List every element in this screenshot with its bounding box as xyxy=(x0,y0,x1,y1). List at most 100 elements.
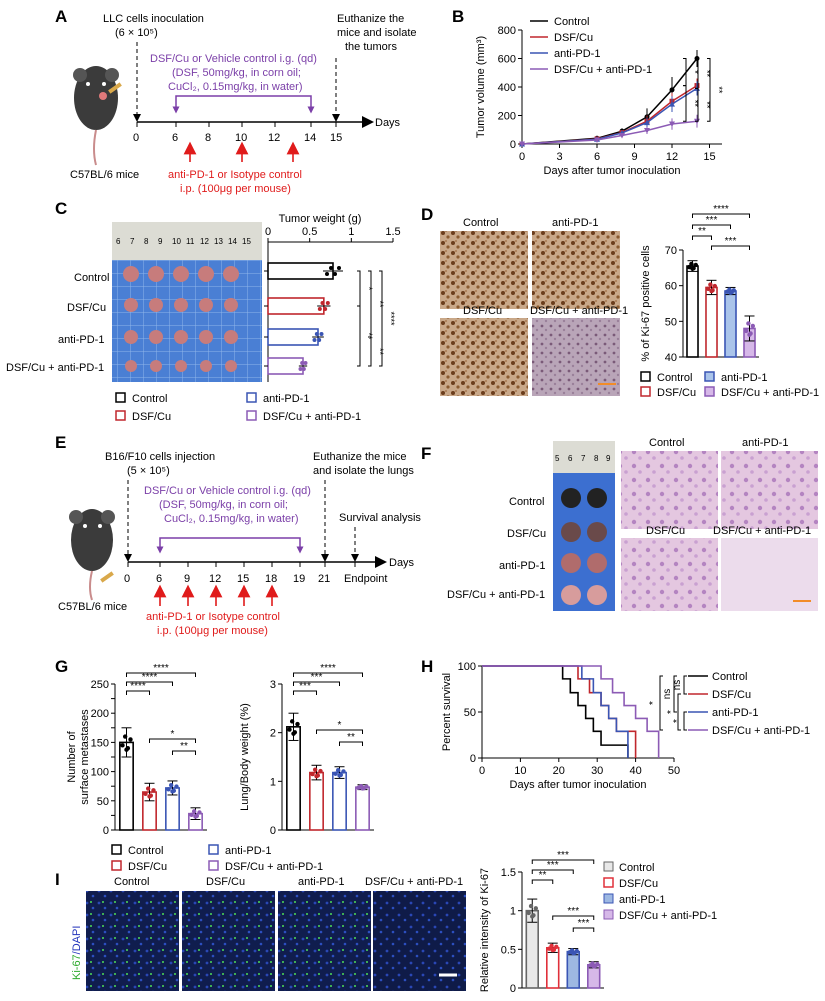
f-image-control xyxy=(621,451,718,529)
data-point xyxy=(291,731,296,736)
data-point xyxy=(549,943,554,949)
significance-label: ** xyxy=(690,100,700,108)
significance-label: *** xyxy=(706,215,718,226)
significance-bracket xyxy=(293,690,317,695)
svg-text:DSF/Cu + anti-PD-1: DSF/Cu + anti-PD-1 xyxy=(263,411,361,423)
f-img-label-dsfcu: DSF/Cu xyxy=(646,525,685,537)
significance-label: *** xyxy=(311,672,323,683)
svg-text:Control: Control xyxy=(657,372,692,384)
x-tick-label: 6 xyxy=(594,151,600,163)
data-point xyxy=(533,906,539,911)
x-tick-label: 3 xyxy=(556,151,562,163)
y-tick-label: 250 xyxy=(91,679,109,691)
e-axis-label: Days xyxy=(389,557,415,569)
data-point xyxy=(530,914,535,919)
data-point xyxy=(591,964,596,969)
significance-bracket xyxy=(695,87,699,122)
data-point xyxy=(519,141,525,147)
significance-label: ** xyxy=(375,300,385,308)
y-tick-label: 0 xyxy=(510,983,516,995)
e-tick-12: 12 xyxy=(209,573,221,585)
y-tick-label: 70 xyxy=(665,245,677,257)
data-point xyxy=(335,768,341,773)
data-point xyxy=(360,786,365,791)
bar-dsf-cu-anti-pd-1 xyxy=(267,357,304,375)
chart-g-left: 0 50 100 150 200 250 Number ofsurface metastas… xyxy=(66,663,207,837)
significance-bracket xyxy=(293,672,363,677)
f-img-label-combo: DSF/Cu + anti-PD-1 xyxy=(713,525,811,537)
y-tick-label: 50 xyxy=(665,316,677,328)
e-survival-label: Survival analysis xyxy=(339,512,421,524)
y-tick-label: 60 xyxy=(665,281,677,293)
significance-bracket xyxy=(572,927,595,932)
data-point xyxy=(168,782,174,788)
d-image-dsfcu xyxy=(440,318,528,396)
panel-i: I Control DSF/Cu anti-PD-1 DSF/Cu + anti… xyxy=(55,850,717,995)
y-axis-label: Lung/Body weight (%) xyxy=(239,703,251,811)
svg-text:14: 14 xyxy=(228,237,237,246)
x-tick-label: 20 xyxy=(553,765,565,777)
svg-text:Ki-67/DAPI: Ki-67/DAPI xyxy=(71,926,83,980)
a-tick-0: 0 xyxy=(133,132,139,144)
panel-b-letter: B xyxy=(452,7,464,26)
series-line-dsf-cu xyxy=(521,84,698,145)
d-label-control: Control xyxy=(463,217,498,229)
data-point xyxy=(310,771,315,777)
i-image-dsfcu xyxy=(182,891,275,991)
x-tick-label: 0 xyxy=(479,765,485,777)
chart-c: Tumor weight (g)0 0.5 1 1.5*********** xyxy=(264,213,401,382)
significance-bracket xyxy=(692,213,750,218)
d-legend: Control anti-PD-1 DSF/Cu DSF/Cu + anti-P… xyxy=(640,371,819,399)
panel-e-letter: E xyxy=(55,433,66,452)
data-point xyxy=(318,768,323,774)
significance-bracket xyxy=(683,85,687,122)
a-inoculation-label: LLC cells inoculation xyxy=(103,13,204,25)
data-point xyxy=(709,288,714,294)
significance-bracket xyxy=(692,235,712,240)
y-axis-label: Tumor volume (mm³) xyxy=(475,36,487,138)
a-tick-12: 12 xyxy=(268,132,280,144)
significance-label: **** xyxy=(153,663,169,674)
a-inoculation-dose: (6 × 10⁵) xyxy=(115,27,158,39)
f-label-combo: DSF/Cu + anti-PD-1 xyxy=(447,589,545,601)
data-point xyxy=(317,338,322,342)
bar-dsf-cu xyxy=(309,771,324,831)
y-tick-label: 200 xyxy=(91,708,109,720)
a-timeline-ticks xyxy=(136,122,337,127)
significance-bracket xyxy=(293,681,340,686)
data-point xyxy=(314,332,319,336)
bar-dsf-cu xyxy=(267,297,325,315)
a-mouse-label: C57BL/6 mice xyxy=(70,169,139,181)
data-point xyxy=(554,944,559,950)
svg-text:5: 5 xyxy=(555,454,560,463)
f-lung-dots xyxy=(561,488,607,605)
e-injection-dose: (5 × 10⁵) xyxy=(127,465,170,477)
y-tick-label: 0 xyxy=(270,825,276,837)
e-tick-0: 0 xyxy=(124,573,130,585)
a-axis-label: Days xyxy=(375,117,401,129)
panel-d: D Control anti-PD-1 DSF/Cu DSF/Cu + anti… xyxy=(421,204,819,399)
significance-label: ** xyxy=(364,332,374,340)
significance-label: ** xyxy=(714,86,724,94)
significance-bracket xyxy=(339,741,363,746)
f-label-pd1: anti-PD-1 xyxy=(499,560,545,572)
data-point xyxy=(312,767,318,772)
significance-bracket xyxy=(711,245,750,250)
data-point xyxy=(143,791,148,796)
d-label-combo: DSF/Cu + anti-PD-1 xyxy=(530,305,628,317)
a-euthanize-line1: Euthanize the xyxy=(337,13,404,25)
y-axis-label: Relative intensity of Ki-67 xyxy=(479,868,491,992)
i-label-combo: DSF/Cu + anti-PD-1 xyxy=(365,876,463,888)
panel-d-letter: D xyxy=(421,205,433,224)
significance-bracket xyxy=(673,675,677,713)
significance-bracket xyxy=(677,693,681,731)
c-legend: Control anti-PD-1 DSF/Cu DSF/Cu + anti-P… xyxy=(115,392,361,423)
e-tick-15: 15 xyxy=(237,573,249,585)
data-point xyxy=(301,367,306,371)
e-tick-21: 21 xyxy=(318,573,330,585)
panel-a-letter: A xyxy=(55,7,67,26)
svg-text:DSF/Cu + anti-PD-1: DSF/Cu + anti-PD-1 xyxy=(619,910,717,922)
legend-label: DSF/Cu + anti-PD-1 xyxy=(554,64,652,76)
series-line-dsf-cu-anti-pd-1 xyxy=(521,120,698,145)
y-tick-label: 50 xyxy=(464,707,476,719)
